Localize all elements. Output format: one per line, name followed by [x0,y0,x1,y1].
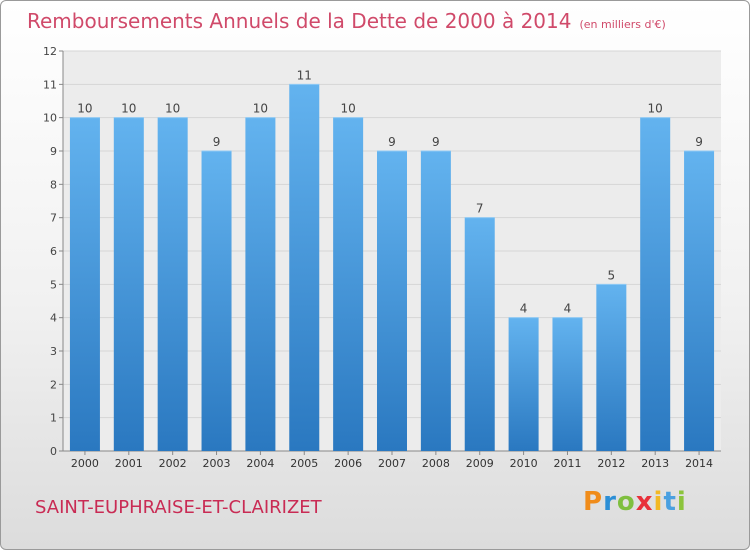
y-tick-label: 0 [50,445,57,458]
data-label: 10 [165,102,180,116]
bar [596,284,627,451]
chart-title-text: Remboursements Annuels de la Dette de 20… [27,9,572,33]
x-tick-label: 2004 [246,457,274,470]
x-tick-label: 2003 [203,457,231,470]
y-tick-label: 5 [50,278,57,291]
bar [289,84,320,451]
y-tick-label: 8 [50,178,57,191]
chart-unit: (en milliers d'€) [579,18,666,31]
bar [113,117,144,452]
y-tick-label: 9 [50,145,57,158]
x-tick-label: 2011 [553,457,581,470]
logo-letter: r [603,487,617,517]
logo-letter: i [676,487,687,517]
data-label: 10 [648,102,663,116]
x-tick-label: 2013 [641,457,669,470]
x-tick-label: 2006 [334,457,362,470]
logo-letter: i [653,487,664,517]
bar [69,117,100,452]
logo-letter: o [616,487,636,517]
y-tick-label: 12 [43,45,57,58]
data-label: 10 [340,102,355,116]
bar [552,317,583,451]
data-label: 10 [253,102,268,116]
x-tick-label: 2007 [378,457,406,470]
data-label: 5 [608,268,616,282]
y-tick-label: 6 [50,245,57,258]
data-label: 9 [432,135,440,149]
proxiti-logo: Proxiti [583,487,687,517]
data-label: 4 [520,302,528,316]
data-label: 7 [476,202,484,216]
y-tick-label: 2 [50,378,57,391]
data-label: 9 [388,135,396,149]
data-label: 11 [297,68,312,82]
bar [464,217,495,451]
x-tick-label: 2002 [159,457,187,470]
x-tick-label: 2012 [597,457,625,470]
bar [201,151,232,451]
bar [245,117,276,452]
bar [157,117,188,452]
logo-letter: P [583,487,604,517]
bar [508,317,539,451]
x-tick-label: 2014 [685,457,713,470]
y-tick-label: 7 [50,212,57,225]
data-label: 9 [213,135,221,149]
commune-name: SAINT-EUPHRAISE-ET-CLAIRIZET [35,497,322,518]
bar [640,117,671,452]
x-tick-label: 2010 [510,457,538,470]
data-label: 10 [77,102,92,116]
x-tick-label: 2008 [422,457,450,470]
data-label: 4 [564,302,572,316]
y-tick-label: 11 [43,78,57,91]
y-tick-label: 3 [50,345,57,358]
chart-title: Remboursements Annuels de la Dette de 20… [27,9,666,33]
data-label: 10 [121,102,136,116]
y-tick-label: 10 [43,112,57,125]
bar [377,151,407,451]
y-tick-label: 4 [50,312,57,325]
x-tick-label: 2009 [466,457,494,470]
data-label: 9 [695,135,703,149]
logo-letter: x [635,487,654,517]
bar [684,151,715,451]
x-tick-label: 2005 [290,457,318,470]
x-tick-label: 2001 [115,457,143,470]
x-tick-label: 2000 [71,457,99,470]
y-tick-label: 1 [50,412,57,425]
bar [333,117,364,452]
bar [420,151,451,451]
logo-letter: t [663,487,677,517]
